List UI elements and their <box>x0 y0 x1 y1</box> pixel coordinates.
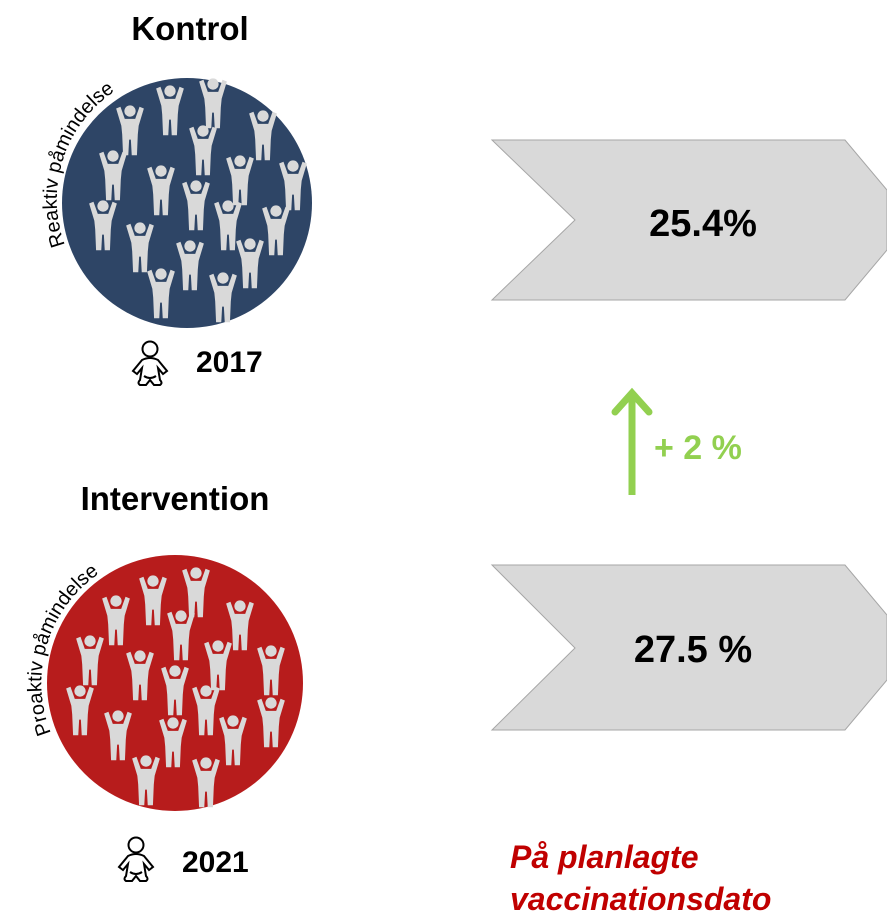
group-title: Kontrol <box>131 10 248 47</box>
result-chevron <box>490 139 887 301</box>
year: 2017 <box>196 346 263 379</box>
note: På planlagte <box>510 839 699 875</box>
note: vaccinationsdato <box>510 881 771 916</box>
group-title: Intervention <box>81 480 270 517</box>
baby-icon <box>118 836 154 882</box>
result: 25.4% <box>649 203 757 245</box>
baby-icon <box>132 340 168 386</box>
up-arrow <box>611 387 653 495</box>
result: 27.5 % <box>634 629 752 671</box>
result-chevron <box>490 564 887 731</box>
change: + 2 % <box>654 429 742 467</box>
year: 2021 <box>182 846 249 879</box>
